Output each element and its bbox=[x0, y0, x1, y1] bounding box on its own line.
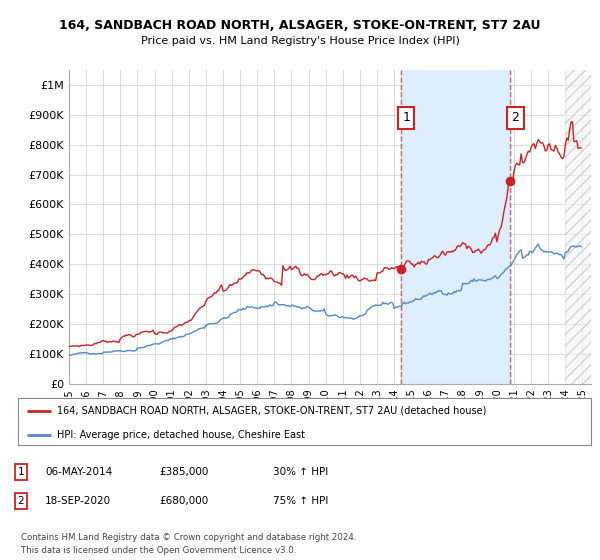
Text: 1: 1 bbox=[402, 111, 410, 124]
Text: Price paid vs. HM Land Registry's House Price Index (HPI): Price paid vs. HM Land Registry's House … bbox=[140, 36, 460, 46]
Text: 2: 2 bbox=[17, 496, 25, 506]
Text: 30% ↑ HPI: 30% ↑ HPI bbox=[273, 467, 328, 477]
Text: 18-SEP-2020: 18-SEP-2020 bbox=[45, 496, 111, 506]
Text: HPI: Average price, detached house, Cheshire East: HPI: Average price, detached house, Ches… bbox=[57, 430, 305, 440]
Text: 2: 2 bbox=[511, 111, 519, 124]
Text: £680,000: £680,000 bbox=[159, 496, 208, 506]
Text: £385,000: £385,000 bbox=[159, 467, 208, 477]
Text: 75% ↑ HPI: 75% ↑ HPI bbox=[273, 496, 328, 506]
Bar bbox=[401, 70, 510, 384]
Text: Contains HM Land Registry data © Crown copyright and database right 2024.
This d: Contains HM Land Registry data © Crown c… bbox=[21, 533, 356, 556]
Text: 164, SANDBACH ROAD NORTH, ALSAGER, STOKE-ON-TRENT, ST7 2AU (detached house): 164, SANDBACH ROAD NORTH, ALSAGER, STOKE… bbox=[57, 406, 487, 416]
Text: 1: 1 bbox=[17, 467, 25, 477]
Bar bbox=[565, 70, 591, 384]
Text: 06-MAY-2014: 06-MAY-2014 bbox=[45, 467, 112, 477]
Text: 164, SANDBACH ROAD NORTH, ALSAGER, STOKE-ON-TRENT, ST7 2AU: 164, SANDBACH ROAD NORTH, ALSAGER, STOKE… bbox=[59, 18, 541, 32]
